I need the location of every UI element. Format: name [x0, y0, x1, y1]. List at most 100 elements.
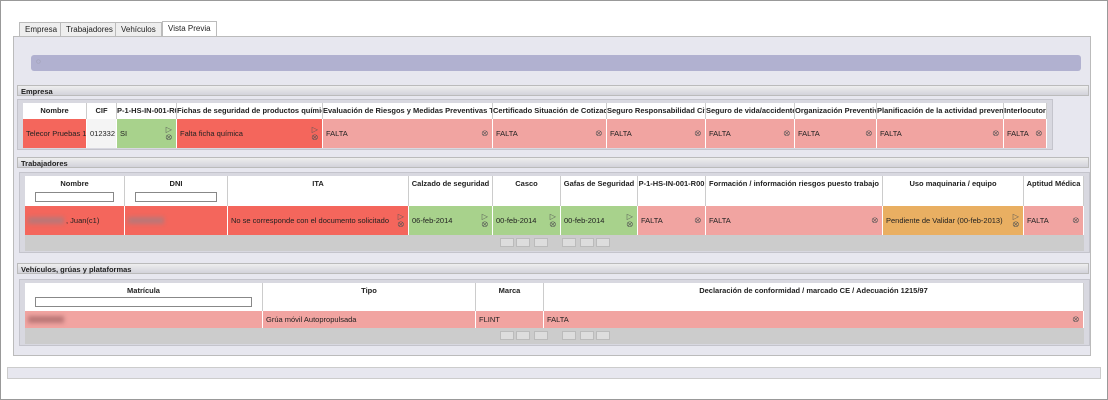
pager-button[interactable] — [579, 331, 594, 340]
pager-button[interactable] — [515, 238, 530, 247]
column-header: Tipo — [263, 283, 476, 311]
cell: FALTA ⭙ — [638, 206, 706, 235]
pager — [25, 235, 1084, 251]
pager-button[interactable] — [499, 238, 514, 247]
cell: 012332 0 — [87, 119, 117, 148]
cell: 00-feb-2014 ▷ ⭙ — [561, 206, 638, 235]
pager-button[interactable] — [533, 238, 548, 247]
tab[interactable]: Empresa — [19, 22, 64, 36]
column-header: Planificación de la actividad preventiva — [877, 103, 1004, 119]
section-header: Trabajadores — [17, 157, 1089, 168]
cell-actions[interactable]: ▷ ⭙ — [481, 211, 488, 229]
cell-actions[interactable]: ▷ ⭙ — [165, 124, 172, 142]
redacted — [28, 316, 64, 323]
cell-actions[interactable]: ⭙ — [992, 128, 999, 138]
cell: FALTA ⭙ — [706, 206, 883, 235]
pager-button[interactable] — [579, 238, 594, 247]
cell-text: Falta ficha química — [180, 129, 243, 138]
pager-button[interactable] — [561, 238, 576, 247]
column-header: Evaluación de Riesgos y Medidas Preventi… — [323, 103, 493, 119]
cell-text: 00-feb-2014 — [564, 216, 605, 225]
column-header: Organización Preventiva — [795, 103, 877, 119]
column-header: CIF — [87, 103, 117, 119]
pager-button[interactable] — [595, 331, 610, 340]
cell-actions[interactable]: ⭙ — [871, 215, 878, 225]
cell: FLINT — [476, 311, 544, 328]
cell: FALTA ⭙ — [323, 119, 493, 148]
cell-text: Grúa móvil Autopropulsada — [266, 315, 357, 324]
cell: FALTA ⭙ — [877, 119, 1004, 148]
cell: 00-feb-2014 ▷ ⭙ — [493, 206, 561, 235]
cell-text: Pendiente de Validar (00-feb-2013) — [886, 216, 1003, 225]
cell-actions[interactable]: ⭙ — [783, 128, 790, 138]
cell-actions[interactable]: ▷ ⭙ — [549, 211, 556, 229]
pager-button[interactable] — [515, 331, 530, 340]
pager-button[interactable] — [595, 238, 610, 247]
column-header: Certificado Situación de Cotización — [493, 103, 607, 119]
cell-actions[interactable]: ⭙ — [1072, 314, 1079, 324]
status-bar — [7, 367, 1101, 379]
cell — [125, 206, 228, 235]
section-header: Vehículos, grúas y plataformas — [17, 263, 1089, 274]
cell-actions[interactable]: ▷ ⭙ — [626, 211, 633, 229]
cell-text: 06-feb-2014 — [412, 216, 453, 225]
cell-actions[interactable]: ⭙ — [595, 128, 602, 138]
filter-input[interactable] — [35, 192, 114, 202]
cell-text: FALTA — [610, 129, 632, 138]
column-header: Casco — [493, 176, 561, 206]
cell-actions[interactable]: ▷ ⭙ — [311, 124, 318, 142]
cell-text: No se corresponde con el documento solic… — [231, 216, 390, 225]
redacted — [128, 217, 164, 224]
cell: FALTA ⭙ — [607, 119, 706, 148]
cell-actions[interactable]: ⭙ — [865, 128, 872, 138]
column-header: Formación / información riesgos puesto t… — [706, 176, 883, 206]
tab[interactable]: Vista Previa — [162, 21, 217, 36]
cell-text: FALTA — [709, 216, 731, 225]
cell-text: 00-feb-2014 — [496, 216, 537, 225]
filter-input[interactable] — [135, 192, 217, 202]
cell-text: FALTA — [496, 129, 518, 138]
cell: FALTA ⭙ — [1004, 119, 1047, 148]
pager-button[interactable] — [499, 331, 514, 340]
spinner: ◌ — [36, 57, 41, 66]
tab[interactable]: Vehículos — [115, 22, 162, 36]
tab[interactable]: Trabajadores — [60, 22, 119, 36]
cell: Grúa móvil Autopropulsada — [263, 311, 476, 328]
column-header: P-1-HS-IN-001-R00 — [638, 176, 706, 206]
cell-text: , Juan(c1) — [66, 216, 100, 225]
column-header: Gafas de Seguridad — [561, 176, 638, 206]
cell-actions[interactable]: ▷ ⭙ — [397, 211, 404, 229]
cell: , Juan(c1) — [25, 206, 125, 235]
cell-actions[interactable]: ⭙ — [481, 128, 488, 138]
cell-text: FALTA — [547, 315, 569, 324]
cell-text: FALTA — [880, 129, 902, 138]
pager-button[interactable] — [561, 331, 576, 340]
column-header: Seguro de vida/accidentes — [706, 103, 795, 119]
cell-actions[interactable]: ▷ ⭙ — [1012, 211, 1019, 229]
cell: 06-feb-2014 ▷ ⭙ — [409, 206, 493, 235]
filter-input[interactable] — [35, 297, 252, 307]
column-header: Seguro Responsabilidad Civil — [607, 103, 706, 119]
pager-button[interactable] — [533, 331, 548, 340]
column-header: Nombre — [25, 176, 125, 206]
column-header: P-1-HS-IN-001-R00 — [117, 103, 177, 119]
cell-actions[interactable]: ⭙ — [694, 128, 701, 138]
cell: Telecor Pruebas 1 — [23, 119, 87, 148]
cell-text: FALTA — [1007, 129, 1029, 138]
cell-actions[interactable]: ⭙ — [1072, 215, 1079, 225]
column-header: ITA — [228, 176, 409, 206]
column-header: DNI — [125, 176, 228, 206]
cell-text: FALTA — [326, 129, 348, 138]
column-header: Interlocutor — [1004, 103, 1047, 119]
cell-actions[interactable]: ⭙ — [694, 215, 701, 225]
column-header: Nombre — [23, 103, 87, 119]
cell-text: Telecor Pruebas 1 — [26, 129, 87, 138]
cell: FALTA ⭙ — [544, 311, 1084, 328]
cell-text: FLINT — [479, 315, 500, 324]
cell: FALTA ⭙ — [795, 119, 877, 148]
cell — [25, 311, 263, 328]
cell-text: FALTA — [1027, 216, 1049, 225]
column-header: Uso maquinaria / equipo — [883, 176, 1024, 206]
cell-actions[interactable]: ⭙ — [1035, 128, 1042, 138]
